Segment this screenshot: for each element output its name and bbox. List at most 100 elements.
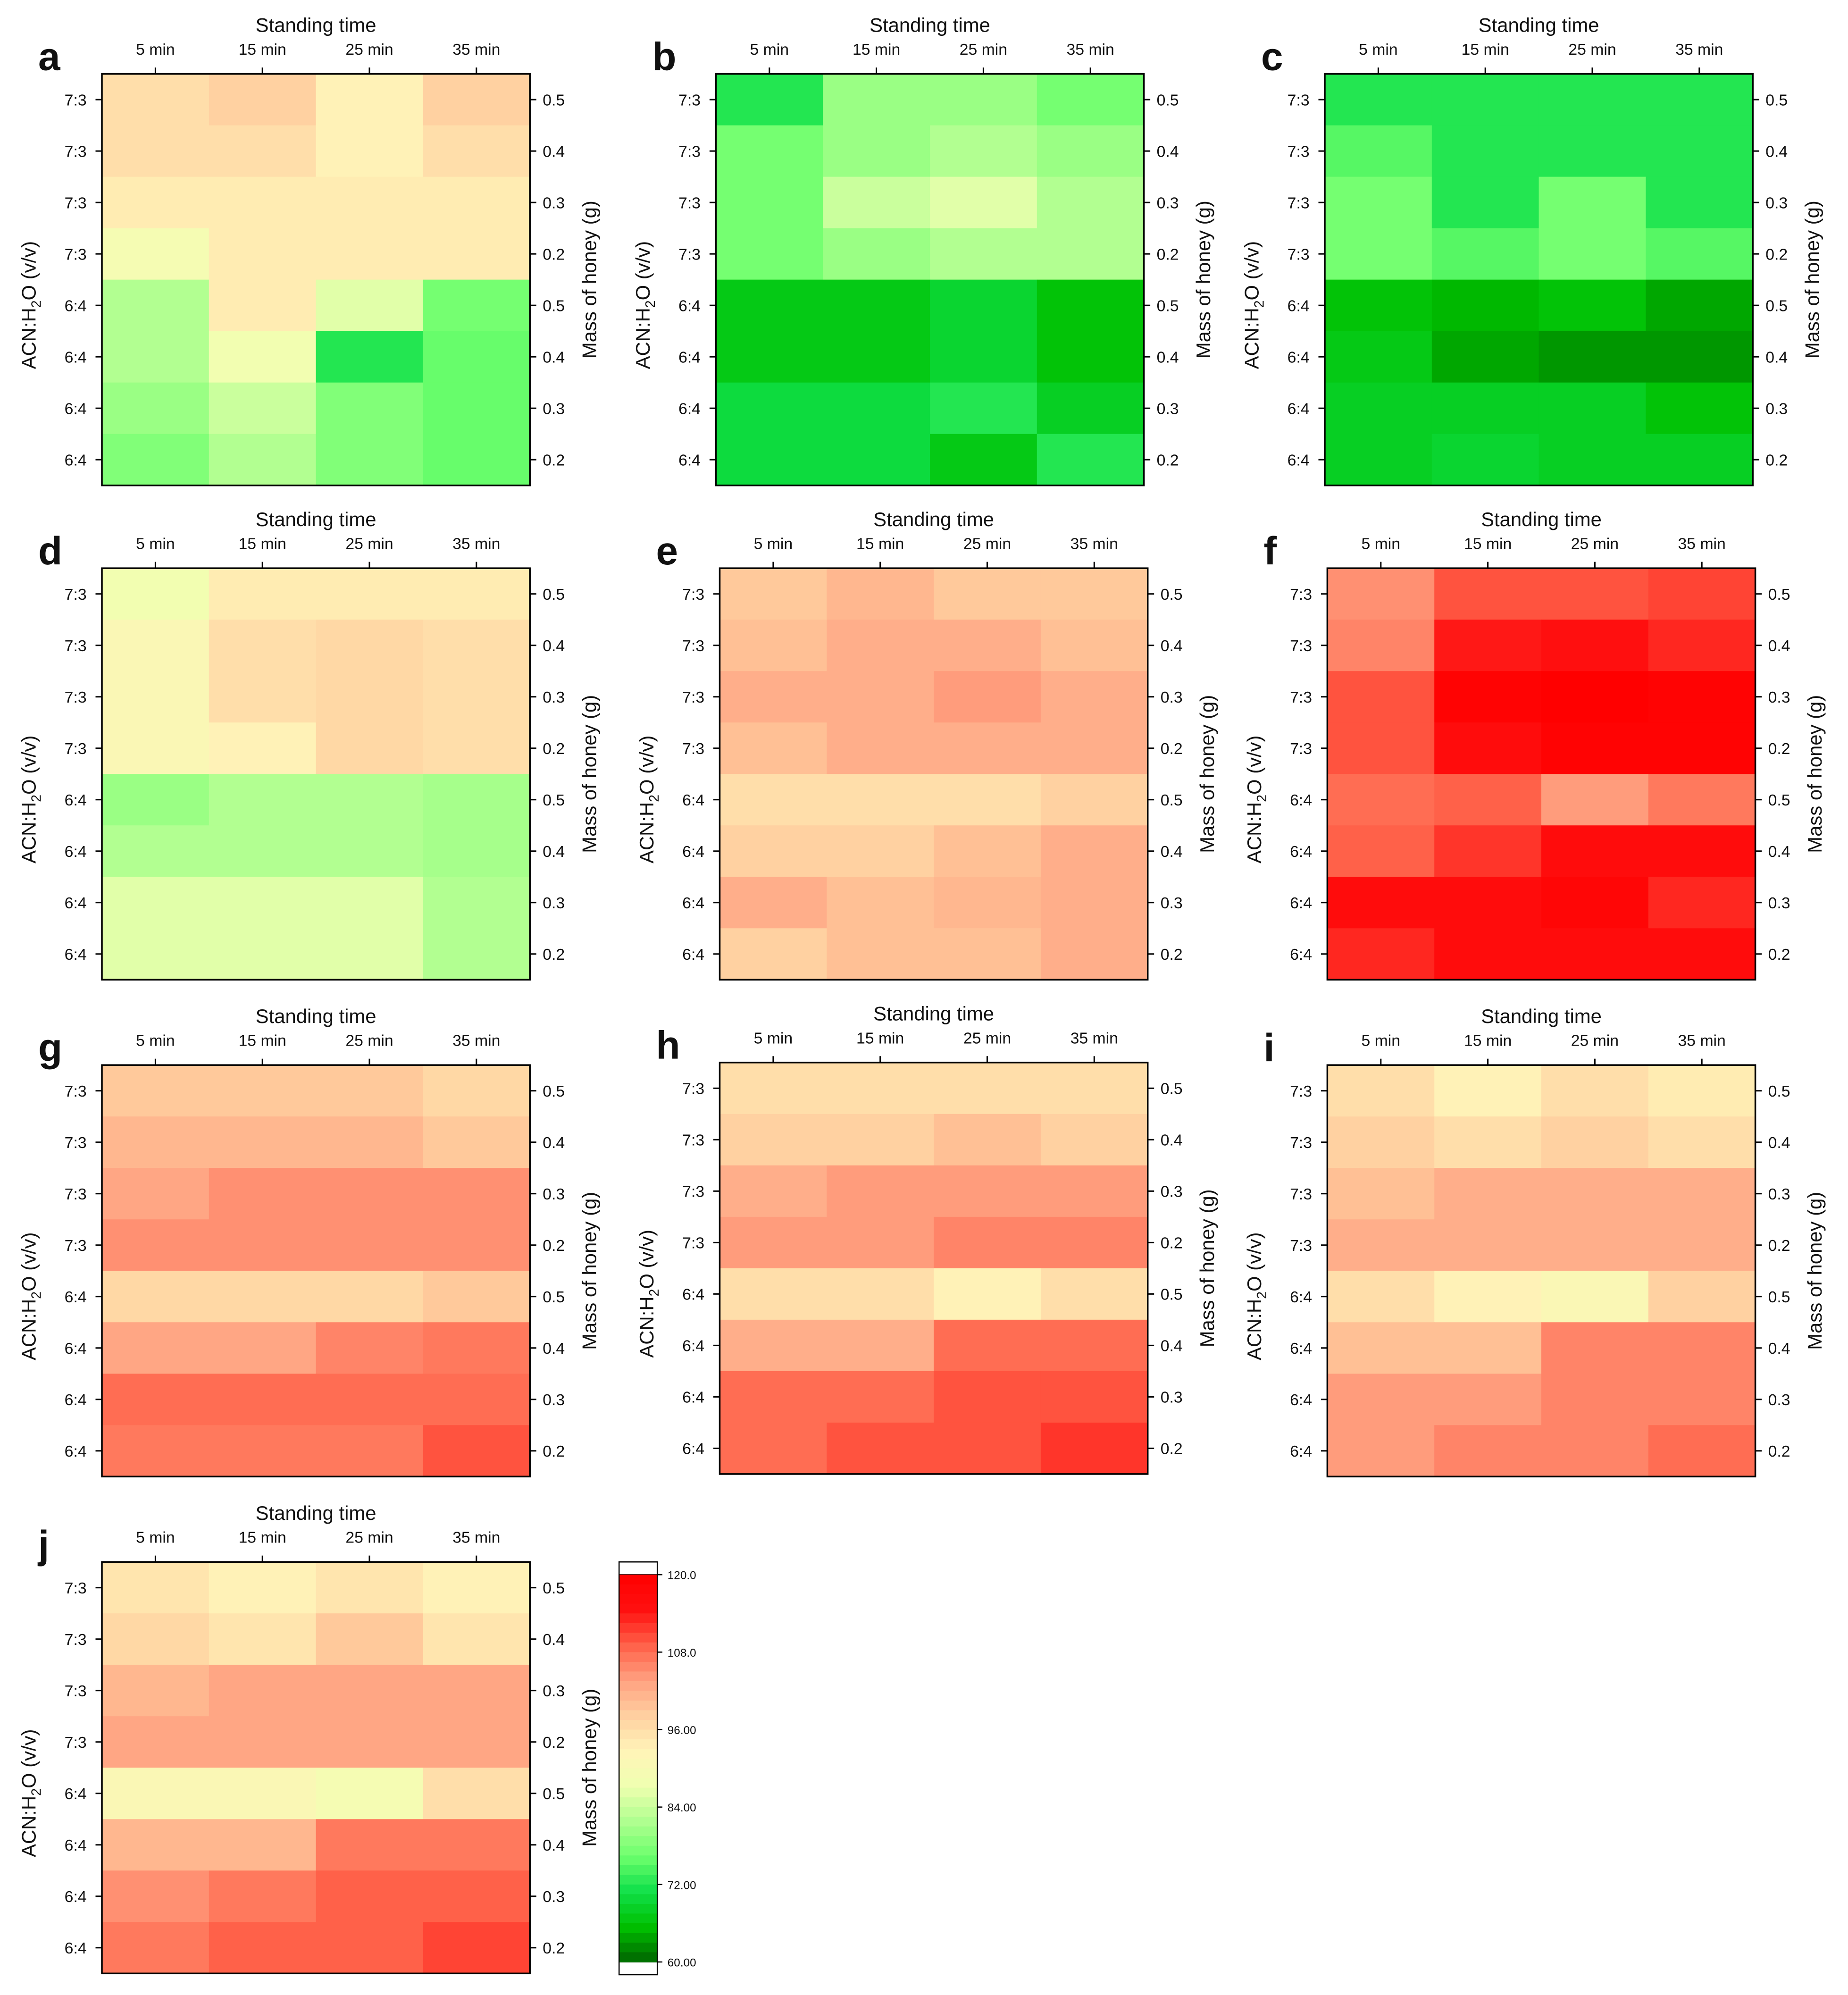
heatmap-cell: [1325, 228, 1432, 280]
heatmap-cell: [1037, 279, 1145, 332]
column-tick-label: 15 min: [239, 41, 286, 59]
column-tick-label: 5 min: [136, 41, 175, 59]
right-tick-label: 0.3: [1161, 688, 1183, 706]
heatmap-cell: [1539, 331, 1646, 383]
heatmap-cell: [1646, 279, 1753, 332]
heatmap-cell: [209, 279, 317, 332]
heatmap-cell: [1541, 1374, 1649, 1425]
column-tick-label: 5 min: [1359, 41, 1398, 59]
heatmap-cell: [1040, 928, 1148, 980]
colorbar-segment: [619, 1875, 658, 1885]
right-tick-label: 0.4: [1768, 1340, 1790, 1358]
top-axis-title: Standing time: [873, 1003, 994, 1025]
row-tick-label: 7:3: [65, 586, 87, 604]
row-tick-label: 7:3: [65, 1682, 87, 1700]
heatmap-cell: [716, 74, 823, 126]
heatmap-cell: [719, 1216, 827, 1269]
plot-frame: [1326, 567, 1756, 981]
column-tick-label: 15 min: [239, 1032, 286, 1050]
heatmap-cell: [316, 228, 423, 280]
row-tick-label: 6:4: [682, 791, 704, 809]
heatmap-cell: [423, 671, 530, 723]
heatmap-cell: [102, 125, 209, 177]
heatmap-cell: [423, 1870, 530, 1922]
plot-frame: [101, 1064, 531, 1478]
heatmap-cell: [1541, 825, 1649, 877]
column-tick-label: 25 min: [345, 41, 393, 59]
colorbar-segment: [619, 1739, 658, 1750]
heatmap-cell: [102, 1716, 209, 1768]
right-tick-label: 0.4: [1157, 142, 1179, 160]
column-tick-label: 25 min: [960, 41, 1007, 59]
heatmap-cell: [1648, 1065, 1756, 1117]
left-axis-title: ACN:H2O (v/v): [1241, 241, 1267, 369]
heatmap-cell: [930, 382, 1037, 435]
heatmap-cell: [102, 774, 209, 826]
heatmap-cell: [1648, 1425, 1756, 1477]
heatmap-cell: [1434, 825, 1542, 877]
row-tick-label: 6:4: [65, 1442, 87, 1460]
colorbar-segment: [619, 1855, 658, 1866]
row-tick-label: 7:3: [678, 245, 701, 263]
colorbar-segment: [619, 1633, 658, 1643]
heatmap-cell: [934, 825, 1041, 877]
heatmap-cell: [1434, 774, 1542, 826]
heatmap-cell: [316, 1768, 423, 1819]
heatmap-cell: [1431, 176, 1539, 229]
heatmap-cell: [209, 1819, 317, 1871]
heatmap-cell: [719, 1371, 827, 1423]
heatmap-cell: [209, 1562, 317, 1614]
heatmap-cell: [102, 1613, 209, 1665]
column-tick-label: 5 min: [136, 535, 175, 553]
column-tick-label: 15 min: [239, 1529, 286, 1547]
heatmap-panel-e: e Standing time 5 min 15 min 25 min 35 min 7:3…: [636, 508, 1218, 981]
row-tick-label: 7:3: [65, 1579, 87, 1597]
row-tick-label: 7:3: [65, 1631, 87, 1649]
heatmap-cell: [1434, 620, 1542, 671]
heatmap-cell: [934, 1371, 1041, 1423]
right-tick-label: 0.3: [543, 1682, 565, 1700]
heatmap-cell: [1434, 1374, 1542, 1425]
heatmap-cell: [102, 1922, 209, 1974]
plot-frame: [101, 73, 531, 486]
heatmap-cell: [209, 1271, 317, 1323]
left-axis-title: ACN:H2O (v/v): [636, 1230, 662, 1358]
heatmap-cell: [1040, 1114, 1148, 1166]
heatmap-cell: [934, 1062, 1041, 1115]
top-axis-title: Standing time: [256, 14, 376, 36]
heatmap-cell: [1648, 671, 1756, 723]
right-tick-label: 0.2: [543, 451, 565, 469]
right-axis-title: Mass of honey (g): [578, 201, 601, 359]
right-tick-label: 0.2: [543, 245, 565, 263]
colorbar-tick-label: 84.00: [668, 1802, 696, 1814]
heatmap-cell: [1539, 434, 1646, 486]
heatmap-cell: [423, 1425, 530, 1477]
heatmap-cell: [930, 176, 1037, 229]
heatmap-cell: [1541, 1271, 1649, 1323]
row-tick-label: 6:4: [678, 297, 701, 315]
row-tick-label: 6:4: [65, 1391, 87, 1409]
right-tick-label: 0.5: [1765, 297, 1788, 315]
row-tick-label: 6:4: [682, 946, 704, 964]
heatmap-cell: [930, 74, 1037, 126]
row-tick-label: 7:3: [1288, 142, 1310, 160]
heatmap-cell: [716, 176, 823, 229]
right-tick-label: 0.3: [1765, 194, 1788, 212]
heatmap-cell: [316, 1168, 423, 1220]
heatmap-cell: [827, 1268, 934, 1320]
row-tick-label: 7:3: [682, 586, 704, 604]
heatmap-cell: [1431, 125, 1539, 177]
right-tick-label: 0.3: [1765, 400, 1788, 418]
colorbar-segment: [619, 1894, 658, 1904]
colorbar-segment: [619, 1584, 658, 1595]
top-axis-title: Standing time: [1481, 508, 1602, 530]
heatmap-cell: [1431, 74, 1539, 126]
right-tick-label: 0.3: [1768, 1185, 1790, 1203]
row-tick-label: 6:4: [682, 1389, 704, 1407]
heatmap-cell: [102, 1116, 209, 1168]
right-tick-label: 0.4: [1161, 1131, 1183, 1149]
right-tick-label: 0.2: [543, 1734, 565, 1752]
heatmap-cell: [823, 434, 930, 486]
right-tick-label: 0.3: [1157, 400, 1179, 418]
row-tick-label: 7:3: [1290, 1237, 1312, 1255]
